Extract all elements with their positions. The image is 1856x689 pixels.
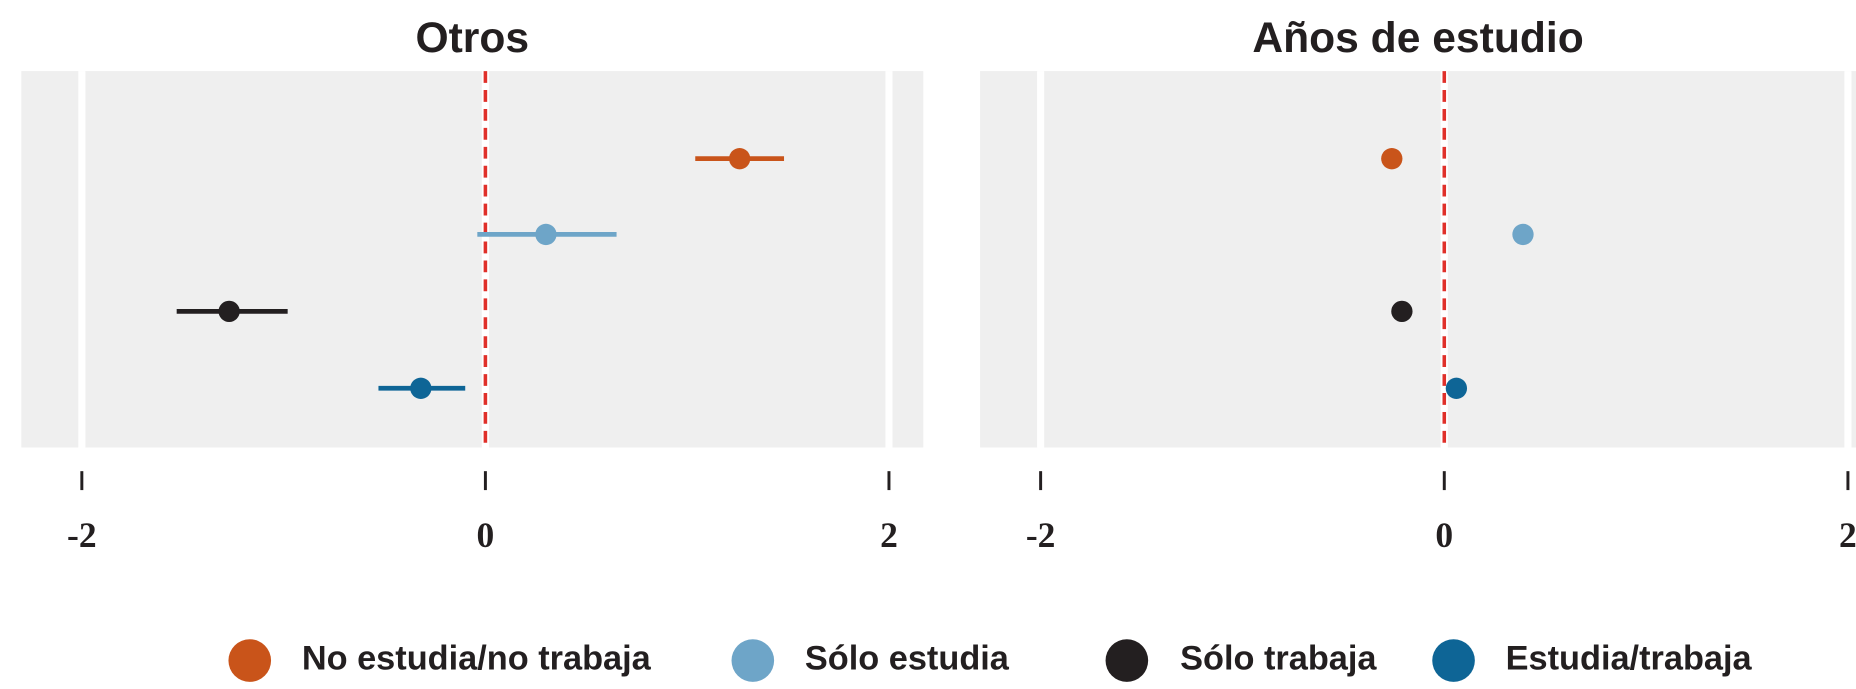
x-tick-label: -2 — [1026, 515, 1056, 555]
point — [1512, 223, 1534, 246]
point — [728, 148, 751, 170]
legend-swatch — [1105, 639, 1149, 682]
legend-label: Estudia/trabaja — [1506, 640, 1753, 678]
panel-background — [980, 71, 1856, 448]
panel-title: Otros — [415, 14, 529, 62]
point — [218, 300, 240, 323]
x-tick-label: -2 — [67, 515, 97, 555]
legend-label: No estudia/no trabaja — [302, 640, 652, 678]
legend-label: Sólo estudia — [805, 640, 1010, 678]
point — [1391, 300, 1413, 323]
legend-swatch — [1432, 639, 1475, 682]
x-tick-label: 0 — [477, 515, 495, 555]
panel-background — [21, 71, 924, 448]
point — [1381, 148, 1403, 170]
legend-swatch — [228, 639, 272, 682]
legend-swatch — [731, 639, 775, 682]
panel-title: Años de estudio — [1252, 14, 1583, 62]
point — [410, 377, 432, 399]
x-tick-label: 2 — [1839, 515, 1856, 555]
x-tick-label: 2 — [880, 515, 898, 555]
legend-label: Sólo trabaja — [1180, 640, 1377, 678]
point — [1445, 377, 1468, 399]
x-tick-label: 0 — [1435, 515, 1453, 555]
point — [535, 223, 557, 246]
